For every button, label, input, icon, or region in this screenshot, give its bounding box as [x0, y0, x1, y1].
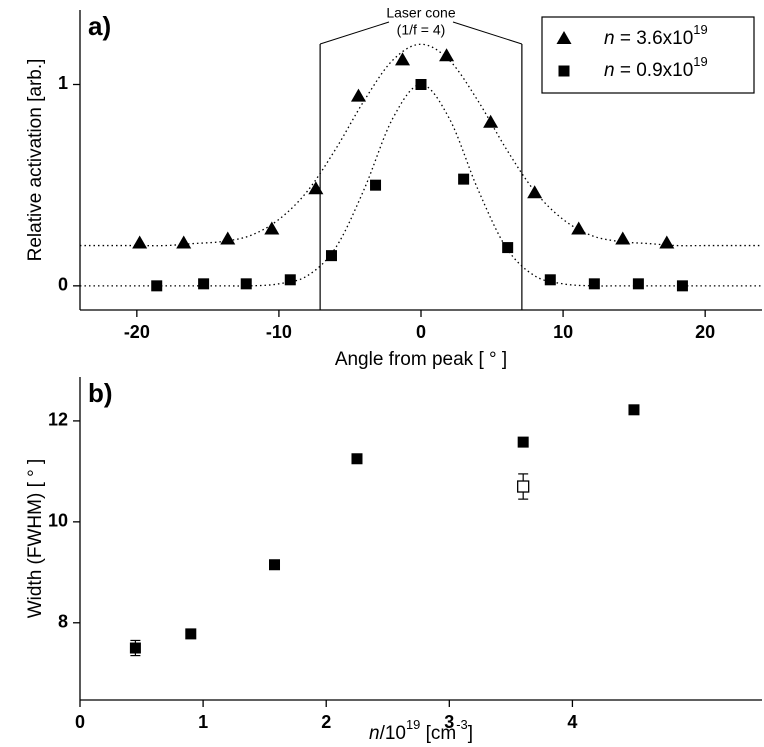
- square-marker: [502, 242, 514, 254]
- text-part: /10: [380, 723, 406, 744]
- triangle-marker: [527, 185, 543, 199]
- text-part: n: [369, 723, 380, 744]
- y-axis-title: Width (FWHM) [ ° ]: [25, 459, 46, 619]
- x-tick-label: 3: [444, 712, 454, 732]
- cone-pointer: [452, 21, 523, 45]
- x-axis-title: Angle from peak [ ° ]: [335, 349, 507, 370]
- triangle-marker: [350, 88, 366, 102]
- square-marker: [544, 274, 556, 286]
- square-marker: [628, 404, 640, 416]
- triangle-marker: [439, 48, 455, 62]
- triangle-marker: [264, 221, 280, 235]
- square-marker: [458, 173, 470, 185]
- square-marker: [558, 65, 570, 77]
- panel-label: b): [88, 378, 113, 408]
- triangle-marker: [556, 31, 572, 44]
- text-part: -3: [456, 717, 467, 732]
- text-part: n: [604, 60, 615, 81]
- text-part: n: [604, 28, 615, 49]
- triangle-marker: [395, 52, 411, 66]
- annotation: Laser cone: [386, 5, 455, 21]
- x-tick-label: 0: [75, 712, 85, 732]
- square-marker: [415, 78, 427, 90]
- square-marker: [325, 250, 337, 262]
- y-tick-label: 10: [48, 511, 68, 531]
- y-tick-label: 12: [48, 410, 68, 430]
- square-marker: [185, 628, 197, 640]
- panel-label: a): [88, 11, 111, 41]
- text-part: 19: [693, 22, 707, 37]
- square-marker: [588, 278, 600, 290]
- triangle-marker: [483, 114, 499, 128]
- text-part: ]: [468, 723, 473, 744]
- fit-curve: [79, 83, 762, 287]
- triangle-marker: [220, 231, 236, 245]
- x-tick-label: 10: [553, 322, 573, 342]
- triangle-marker: [132, 235, 148, 249]
- square-marker: [370, 179, 382, 191]
- x-tick-label: 4: [567, 712, 577, 732]
- x-tick-label: 1: [198, 712, 208, 732]
- y-tick-label: 1: [58, 73, 68, 93]
- square-marker: [676, 280, 688, 292]
- triangle-marker: [615, 231, 631, 245]
- open-square-marker: [517, 480, 530, 493]
- text-part: [cm: [420, 723, 456, 744]
- annotation: (1/f = 4): [397, 22, 446, 38]
- triangle-marker: [308, 181, 324, 195]
- square-marker: [269, 559, 281, 571]
- text-part: 19: [406, 717, 420, 732]
- square-marker: [198, 278, 210, 290]
- x-tick-label: 20: [695, 322, 715, 342]
- square-marker: [129, 642, 141, 654]
- square-marker: [151, 280, 163, 292]
- triangle-marker: [571, 221, 587, 235]
- legend-label: n = 3.6x1019: [604, 22, 708, 49]
- y-axis-title: Relative activation [arb.]: [25, 59, 46, 262]
- legend-box: [541, 16, 755, 94]
- x-tick-label: 2: [321, 712, 331, 732]
- square-marker: [517, 436, 529, 448]
- triangle-marker: [659, 235, 675, 249]
- square-marker: [284, 274, 296, 286]
- cone-pointer: [319, 21, 390, 45]
- y-tick-label: 8: [58, 612, 68, 632]
- y-tick-label: 0: [58, 275, 68, 295]
- x-tick-label: -20: [124, 322, 150, 342]
- x-axis-title: n/1019 [cm-3]: [369, 717, 473, 744]
- x-tick-label: -10: [266, 322, 292, 342]
- square-marker: [351, 453, 363, 465]
- square-marker: [240, 278, 252, 290]
- text-part: 19: [693, 54, 707, 69]
- x-tick-label: 0: [416, 322, 426, 342]
- text-part: = 3.6x10: [615, 28, 694, 49]
- square-marker: [632, 278, 644, 290]
- legend-label: n = 0.9x1019: [604, 54, 708, 81]
- text-part: = 0.9x10: [615, 60, 694, 81]
- fit-curve: [80, 43, 762, 247]
- triangle-marker: [176, 235, 192, 249]
